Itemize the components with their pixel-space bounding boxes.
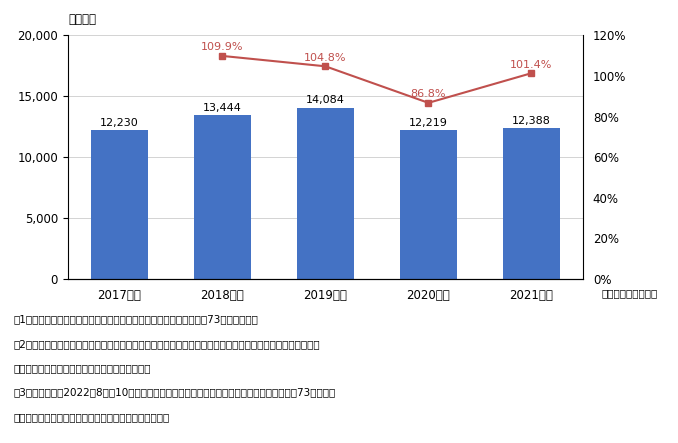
Text: 104.8%: 104.8%	[304, 53, 346, 62]
Bar	[297, 108, 354, 279]
Text: 109.9%: 109.9%	[201, 42, 243, 52]
Text: 注1．国内の主要空調衛生設備工事売上高（本調査における回答企業73社の合計値）: 注1．国内の主要空調衛生設備工事売上高（本調査における回答企業73社の合計値）	[14, 315, 258, 325]
Bar	[400, 130, 457, 279]
Text: 事、消火設備工事、特殊管設備工事が含まれる。: 事、消火設備工事、特殊管設備工事が含まれる。	[14, 363, 151, 373]
Text: 13,444: 13,444	[203, 103, 242, 113]
Text: 注3．調査時期：2022年8月〜10月、調査（集計）対象：国内の主要空調衛生設備工事事業者73社、調査: 注3．調査時期：2022年8月〜10月、調査（集計）対象：国内の主要空調衛生設備…	[14, 388, 336, 398]
Text: 12,230: 12,230	[100, 118, 139, 128]
Bar	[92, 130, 148, 279]
Text: （億円）: （億円）	[68, 13, 96, 26]
Text: 注2．回答企業の空調衛生設備工事の売上高には、空気調和設備工事、給排水衛生設備工事、環境衛生設備工: 注2．回答企業の空調衛生設備工事の売上高には、空気調和設備工事、給排水衛生設備工…	[14, 339, 320, 349]
Bar	[194, 115, 251, 279]
Bar	[503, 128, 559, 279]
Text: 86.8%: 86.8%	[411, 89, 446, 99]
Text: 矢野経済研究所調べ: 矢野経済研究所調べ	[601, 288, 658, 298]
Text: 14,084: 14,084	[306, 95, 345, 105]
Text: 12,388: 12,388	[512, 116, 551, 126]
Text: 12,219: 12,219	[409, 118, 448, 128]
Text: 101.4%: 101.4%	[510, 59, 553, 70]
Text: 方法：電子メール及び郵送等による法人アンケート調査: 方法：電子メール及び郵送等による法人アンケート調査	[14, 412, 170, 422]
